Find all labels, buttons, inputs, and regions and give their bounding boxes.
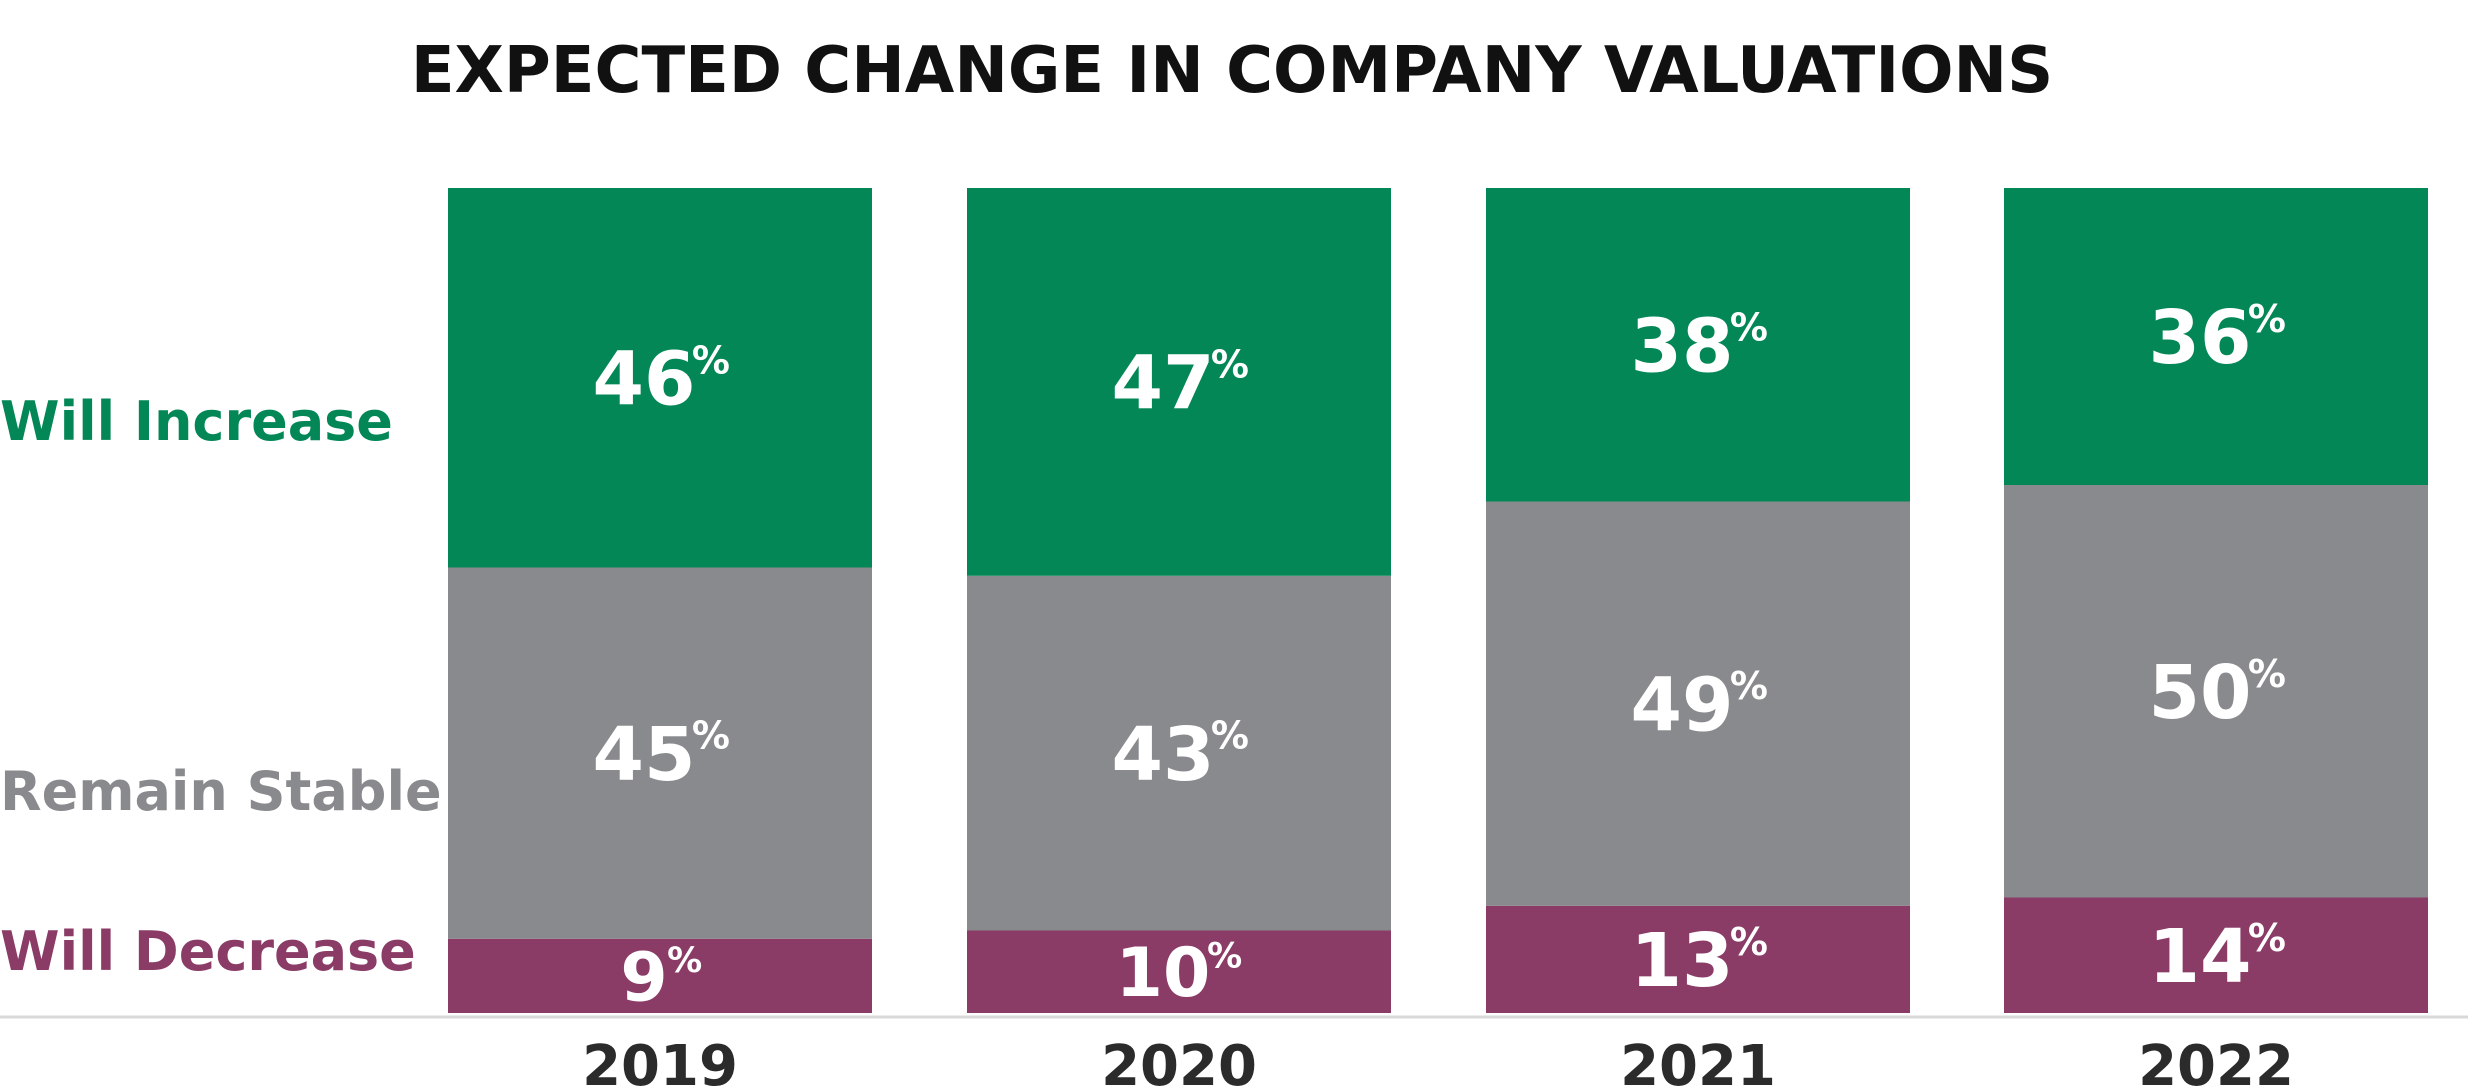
data-label-suffix-will-increase-2021: % xyxy=(1730,305,1768,349)
data-label-will-increase-2022: 36 xyxy=(2149,295,2252,381)
data-labels-layer: 9 %45%46%10%43%47%13%49%38%14%50%36% xyxy=(593,295,2286,1017)
data-label-suffix-remain-stable-2019: % xyxy=(692,714,730,758)
data-label-remain-stable-2021: 49 xyxy=(1631,662,1734,748)
bar-will-increase-2021 xyxy=(1486,188,1910,502)
data-label-will-increase-2021: 38 xyxy=(1631,303,1734,389)
data-label-will-increase-2019: 46 xyxy=(593,336,696,422)
data-label-will-decrease-2022: 14 xyxy=(2149,914,2252,1000)
data-label-remain-stable-2019: 45 xyxy=(593,712,696,798)
bar-will-increase-2019 xyxy=(448,188,872,568)
bar-will-increase-2022 xyxy=(2004,188,2428,485)
data-label-suffix-will-decrease-2022: % xyxy=(2248,916,2286,960)
data-label-will-decrease-2020: 10 xyxy=(1116,934,1211,1013)
bar-remain-stable-2019 xyxy=(448,567,872,939)
tick-label-2022: 2022 xyxy=(2138,1034,2294,1092)
tick-label-2021: 2021 xyxy=(1620,1034,1776,1092)
data-label-remain-stable-2022: 50 xyxy=(2149,650,2252,736)
data-label-will-decrease-2019: 9 xyxy=(620,938,667,1017)
data-label-suffix-will-decrease-2020: % xyxy=(1207,937,1242,977)
data-label-suffix-will-decrease-2021: % xyxy=(1730,920,1768,964)
chart-title: EXPECTED CHANGE IN COMPANY VALUATIONS xyxy=(411,34,2053,108)
data-label-remain-stable-2020: 43 xyxy=(1112,712,1215,798)
bar-remain-stable-2020 xyxy=(967,575,1391,931)
data-label-suffix-will-decrease-2019: % xyxy=(667,941,702,981)
bars-layer xyxy=(448,188,2428,1013)
series-label-will-decrease: Will Decrease xyxy=(0,920,416,983)
tick-label-2020: 2020 xyxy=(1101,1034,1257,1092)
bar-will-increase-2020 xyxy=(967,188,1391,576)
data-label-will-increase-2020: 47 xyxy=(1112,341,1215,427)
data-label-suffix-will-increase-2019: % xyxy=(692,338,730,382)
data-label-suffix-will-increase-2022: % xyxy=(2248,297,2286,341)
series-label-remain-stable: Remain Stable xyxy=(0,760,442,823)
bar-will-decrease-2021 xyxy=(1486,905,1910,1013)
tick-label-2019: 2019 xyxy=(582,1034,738,1092)
bar-will-decrease-2022 xyxy=(2004,897,2428,1013)
data-label-suffix-remain-stable-2022: % xyxy=(2248,652,2286,696)
series-label-will-increase: Will Increase xyxy=(0,390,393,453)
data-label-will-decrease-2021: 13 xyxy=(1631,918,1734,1004)
data-label-suffix-remain-stable-2021: % xyxy=(1730,664,1768,708)
series-labels: Will Decrease Remain Stable Will Increase xyxy=(0,390,442,983)
bar-will-decrease-2019 xyxy=(448,938,872,1013)
x-axis-tick-labels: 2019 2020 2021 2022 xyxy=(582,1034,2294,1092)
data-label-suffix-remain-stable-2020: % xyxy=(1211,714,1249,758)
bar-will-decrease-2020 xyxy=(967,930,1391,1013)
data-label-suffix-will-increase-2020: % xyxy=(1211,342,1249,386)
bar-remain-stable-2022 xyxy=(2004,485,2428,898)
bar-remain-stable-2021 xyxy=(1486,501,1910,906)
